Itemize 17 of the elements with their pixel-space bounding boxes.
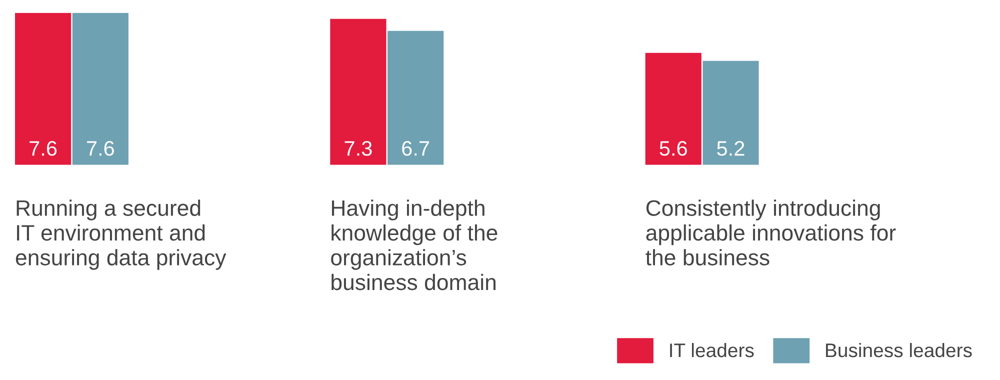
data-label: 5.2 xyxy=(717,141,744,156)
bar xyxy=(72,12,128,165)
data-label: 5.6 xyxy=(660,141,687,156)
bar xyxy=(645,52,702,165)
bar xyxy=(702,60,759,165)
data-label: 7.3 xyxy=(344,141,372,156)
data-label: 6.7 xyxy=(402,141,430,156)
bar xyxy=(330,18,386,165)
x-tick-label: Running a secured IT environment and ensuring data privacy xyxy=(16,200,226,270)
bar xyxy=(15,12,72,165)
legend-label: IT leaders xyxy=(670,342,754,358)
x-tick-label: Consistently introducing applicable innovations for the business xyxy=(646,200,896,266)
data-label: 7.6 xyxy=(30,141,57,156)
legend-label: Business leaders xyxy=(826,342,972,358)
bar xyxy=(388,30,444,165)
data-label: 7.6 xyxy=(86,141,114,156)
x-tick-label: Having in-depth knowledge of the organization’s business domain xyxy=(331,200,498,290)
